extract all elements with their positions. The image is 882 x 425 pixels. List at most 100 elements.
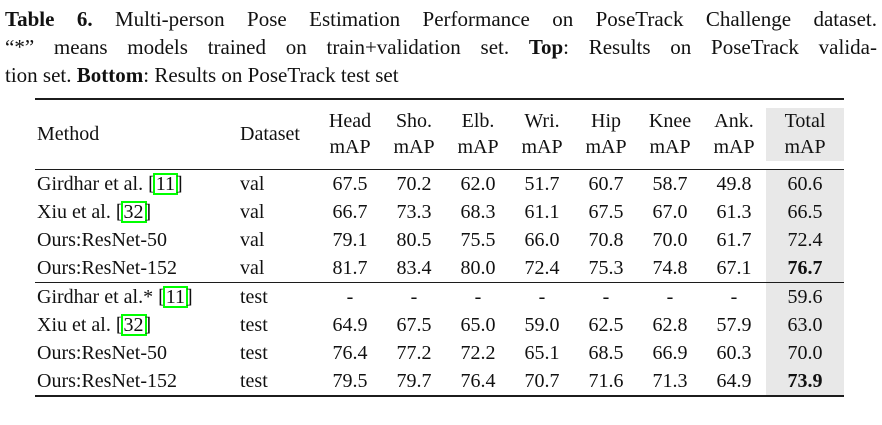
metric-value-cell: 67.5 [588, 201, 624, 223]
table-row: Xiu et al. [32] val 66.7 73.3 68.3 61.1 67.5 67… [35, 198, 844, 226]
col-header-elb: Elb. mAP [446, 99, 510, 170]
caption-text: Multi-person Pose Estimation Performance… [92, 7, 877, 31]
metric-value-cell: 58.7 [652, 173, 688, 195]
caption-line-1: Table 6. Multi-person Pose Estimation Pe… [5, 5, 877, 33]
metric-value-cell: 68.3 [460, 201, 496, 223]
metric-value-cell: 51.7 [524, 173, 560, 195]
metric-value-cell: 67.5 [396, 314, 432, 336]
table-row: Ours:ResNet-152 test 79.5 79.7 76.4 70.7 71.6 7… [35, 367, 844, 396]
citation-link[interactable]: 32 [120, 314, 147, 336]
metric-value-cell: 61.3 [716, 201, 752, 223]
metric-value-cell: - [702, 282, 766, 311]
metric-value-cell: 79.1 [332, 229, 368, 251]
caption-line-3: tion set. Bottom: Results on PoseTrack t… [5, 61, 877, 89]
table-caption: Table 6. Multi-person Pose Estimation Pe… [5, 5, 877, 89]
metric-value-cell: 70.0 [652, 229, 688, 251]
metric-value-cell: 70.8 [588, 229, 624, 251]
method-cell: Girdhar et al.* [11] [35, 282, 240, 311]
col-header-ank: Ank. mAP [702, 99, 766, 170]
test-section: Girdhar et al.* [11] test - - - - - - -59.6 Xiu e… [35, 282, 844, 396]
total-map-cell: 72.4 [766, 226, 844, 254]
metric-value-cell: 62.5 [588, 314, 624, 336]
table-row: Ours:ResNet-50 test 76.4 77.2 72.2 65.1 68.5 66… [35, 339, 844, 367]
caption-text: tion set. [5, 63, 77, 87]
metric-value-cell: 71.3 [652, 370, 688, 392]
metric-value-cell: 80.5 [396, 229, 432, 251]
caption-table-number: Table 6. [5, 7, 93, 31]
metric-value-cell: 61.7 [716, 229, 752, 251]
col-header-head: Head mAP [318, 99, 382, 170]
metric-value-cell: 75.5 [460, 229, 496, 251]
metric-value-cell: 71.6 [588, 370, 624, 392]
metric-value-cell: 65.0 [460, 314, 496, 336]
results-table: Method Dataset Head mAP Sho. mAP Elb. mAP Wri.… [35, 98, 844, 397]
col-header-hip: Hip mAP [574, 99, 638, 170]
table-header: Method Dataset Head mAP Sho. mAP Elb. mAP Wri.… [35, 99, 844, 170]
metric-value-cell: 75.3 [588, 257, 624, 279]
dataset-cell: test [240, 282, 318, 311]
metric-value-cell: - [510, 282, 574, 311]
col-header-method: Method [35, 99, 240, 170]
caption-text: : Results on PoseTrack valida- [563, 35, 877, 59]
metric-value-cell: 74.8 [652, 257, 688, 279]
metric-value-cell: 60.3 [716, 342, 752, 364]
caption-bottom-label: Bottom [76, 63, 144, 87]
metric-value-cell: 66.0 [524, 229, 560, 251]
citation-link[interactable]: 11 [152, 173, 178, 195]
total-map-cell: 73.9 [766, 367, 844, 396]
metric-value-cell: 61.1 [524, 201, 560, 223]
metric-value-cell: 76.4 [332, 342, 368, 364]
metric-value-cell: 70.7 [524, 370, 560, 392]
col-header-total: Total mAP [766, 99, 844, 170]
method-cell: Ours:ResNet-152 [37, 257, 177, 279]
citation-link[interactable]: 32 [120, 201, 147, 223]
table-row: Girdhar et al.* [11] test - - - - - - -59.6 [35, 282, 844, 311]
metric-value-cell: - [638, 282, 702, 311]
col-header-sho: Sho. mAP [382, 99, 446, 170]
metric-value-cell: - [446, 282, 510, 311]
metric-value-cell: 60.7 [588, 173, 624, 195]
total-map-cell: 76.7 [766, 254, 844, 283]
method-cell: Ours:ResNet-50 [37, 342, 167, 364]
metric-value-cell: 64.9 [332, 314, 368, 336]
metric-value-cell: 57.9 [716, 314, 752, 336]
total-map-cell: 60.6 [766, 169, 844, 198]
metric-value-cell: 66.9 [652, 342, 688, 364]
table-row: Ours:ResNet-50 val 79.1 80.5 75.5 66.0 70.8 70.… [35, 226, 844, 254]
metric-value-cell: 49.8 [716, 173, 752, 195]
metric-value-cell: 62.0 [460, 173, 496, 195]
caption-top-label: Top [528, 35, 564, 59]
metric-value-cell: 81.7 [332, 257, 368, 279]
dataset-cell: test [240, 370, 268, 392]
caption-line-2: “*” means models trained on train+valida… [5, 33, 877, 61]
metric-value-cell: 73.3 [396, 201, 432, 223]
table-row: Xiu et al. [32] test 64.9 67.5 65.0 59.0 62.5 6… [35, 311, 844, 339]
method-cell: Xiu et al. [32] [37, 201, 152, 223]
method-cell: Ours:ResNet-50 [37, 229, 167, 251]
dataset-cell: val [240, 229, 265, 251]
citation-link[interactable]: 11 [162, 286, 188, 308]
col-header-knee: Knee mAP [638, 99, 702, 170]
caption-text: : Results on PoseTrack test set [143, 63, 399, 87]
metric-value-cell: 70.2 [396, 173, 432, 195]
table-row: Ours:ResNet-152 val 81.7 83.4 80.0 72.4 75.3 74… [35, 254, 844, 283]
total-map-cell: 66.5 [766, 198, 844, 226]
method-cell: Xiu et al. [32] [37, 314, 152, 336]
results-table-wrapper: Method Dataset Head mAP Sho. mAP Elb. mAP Wri.… [35, 98, 844, 397]
header-row: Method Dataset Head mAP Sho. mAP Elb. mAP Wri.… [35, 99, 844, 170]
dataset-cell: val [240, 257, 265, 279]
metric-value-cell: 79.7 [396, 370, 432, 392]
metric-value-cell: 67.1 [716, 257, 752, 279]
metric-value-cell: 72.2 [460, 342, 496, 364]
metric-value-cell: 80.0 [460, 257, 496, 279]
metric-value-cell: 59.0 [524, 314, 560, 336]
col-header-wri: Wri. mAP [510, 99, 574, 170]
metric-value-cell: - [574, 282, 638, 311]
metric-value-cell: 66.7 [332, 201, 368, 223]
metric-value-cell: 68.5 [588, 342, 624, 364]
metric-value-cell: 79.5 [332, 370, 368, 392]
table-row: Girdhar et al. [11] val 67.5 70.2 62.0 51.7 60… [35, 169, 844, 198]
caption-text: “*” means models trained on train+valida… [5, 35, 529, 59]
metric-value-cell: - [382, 282, 446, 311]
metric-value-cell: 76.4 [460, 370, 496, 392]
